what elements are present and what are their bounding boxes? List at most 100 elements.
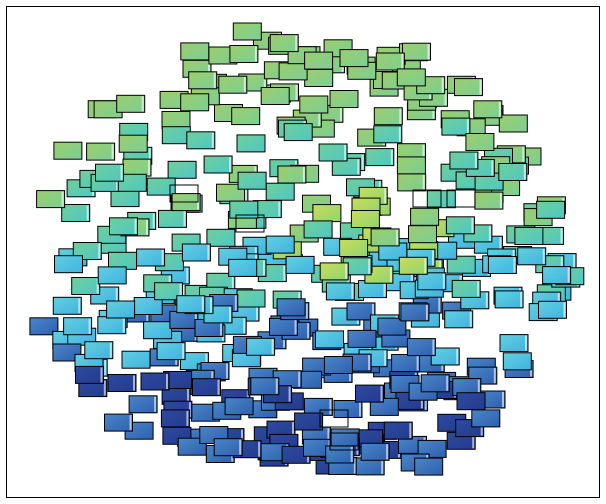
thumbnail-tile <box>61 204 91 222</box>
thumbnail-tile-edge <box>384 188 387 204</box>
thumbnail-tile <box>71 277 101 295</box>
thumbnail-tile-edge <box>122 317 125 333</box>
thumbnail-tile <box>117 173 147 192</box>
thumbnail-tile-edge <box>302 167 305 182</box>
thumbnail-tile-edge <box>120 165 123 181</box>
thumbnail-tile <box>110 189 140 208</box>
thumbnail-tile-edge <box>211 132 214 148</box>
thumbnail-tile-edge <box>294 319 297 335</box>
thumbnail-tile-edge <box>111 144 114 160</box>
thumbnail-tile <box>246 337 276 356</box>
thumbnail-tile-edge <box>275 378 278 394</box>
thumbnail-tile-edge <box>479 79 482 95</box>
thumbnail-tile <box>231 107 261 126</box>
thumbnail-tile-edge <box>288 386 291 402</box>
thumbnail-tile <box>465 133 495 151</box>
thumbnail-tile <box>122 158 152 177</box>
thumbnail-tile-edge <box>493 368 496 384</box>
thumbnail-tile <box>355 384 384 403</box>
thumbnail-tile-edge <box>78 298 81 314</box>
thumbnail-tile-edge <box>318 111 321 127</box>
thumbnail-tile <box>517 247 547 266</box>
thumbnail-tile-edge <box>201 296 204 312</box>
thumbnail-tile-edge <box>109 342 112 358</box>
thumbnail-tile-edge <box>485 292 488 308</box>
thumbnail-tile <box>54 255 83 274</box>
thumbnail-tile <box>449 151 479 170</box>
thumbnail-tile-edge <box>477 379 480 395</box>
thumbnail-tile <box>181 243 211 262</box>
thumbnail-tile-edge <box>329 399 332 415</box>
thumbnail-tile-edge <box>372 303 374 319</box>
thumbnail-tile-edge <box>381 458 384 474</box>
thumbnail-tile <box>218 75 248 94</box>
thumbnail-tile-edge <box>557 293 560 309</box>
thumbnail-tile <box>143 321 173 340</box>
thumbnail-tile <box>538 300 567 319</box>
thumbnail-tile-edge <box>471 217 474 233</box>
thumbnail-tile <box>360 442 390 461</box>
thumbnail-tile-edge <box>263 260 265 276</box>
thumbnail-tile <box>444 310 474 329</box>
thumbnail-tile <box>250 377 280 396</box>
thumbnail-tile <box>410 207 440 226</box>
thumbnail-tile <box>375 52 405 71</box>
thumbnail-tile <box>276 298 306 317</box>
thumbnail-tile-edge <box>207 245 210 260</box>
thumbnail-tile-edge <box>292 422 294 438</box>
thumbnail-tile-edge <box>474 153 477 168</box>
thumbnail-tile-edge <box>480 420 483 436</box>
thumbnail-tile-edge <box>444 90 447 106</box>
thumbnail-tile <box>370 228 400 247</box>
thumbnail-tile-edge <box>422 174 425 190</box>
thumbnail-tile <box>414 457 444 476</box>
thumbnail-tile <box>260 87 290 105</box>
thumbnail-tile-edge <box>161 250 164 265</box>
thumbnail-tile <box>339 49 369 68</box>
thumbnail-tile-edge <box>399 108 402 124</box>
thumbnail-tile-edge <box>271 339 274 355</box>
thumbnail-tile-edge <box>148 160 150 176</box>
thumbnail-tile-edge <box>442 273 445 289</box>
thumbnail-tile-edge <box>243 318 246 334</box>
thumbnail-tile-edge <box>488 225 491 241</box>
thumbnail-tile <box>294 412 324 431</box>
thumbnail-tile-edge <box>520 291 523 307</box>
thumbnail-tile <box>203 155 233 174</box>
thumbnail-tile-edge <box>152 213 155 229</box>
thumbnail-tile-edge <box>499 237 502 253</box>
thumbnail-tile-edge <box>146 219 148 235</box>
thumbnail-tile <box>237 171 267 190</box>
thumbnail-tile-edge <box>350 447 353 462</box>
thumbnail-tile-edge <box>441 77 444 93</box>
thumbnail-tile <box>325 282 355 301</box>
thumbnail-tile-edge <box>499 193 502 209</box>
thumbnail-tile-edge <box>339 106 342 122</box>
thumbnail-tile <box>140 372 170 391</box>
thumbnail-tile-edge <box>231 274 234 290</box>
thumbnail-tile-edge <box>186 410 189 426</box>
thumbnail-tile <box>318 143 348 162</box>
thumbnail-tile-edge <box>384 350 387 366</box>
empty-tile-frame <box>446 189 476 208</box>
thumbnail-tile <box>176 295 206 314</box>
thumbnail-tile <box>373 107 403 126</box>
thumbnail-tile-edge <box>256 305 258 321</box>
thumbnail-tile-edge <box>295 35 298 51</box>
thumbnail-tile-edge <box>356 439 359 455</box>
thumbnail-tile-edge <box>361 154 364 170</box>
thumbnail-tile <box>188 71 218 90</box>
thumbnail-tile <box>75 365 104 384</box>
thumbnail-tile-edge <box>390 149 393 165</box>
thumbnail-tile <box>446 255 476 274</box>
thumbnail-tile-edge <box>98 243 101 259</box>
thumbnail-tile-edge <box>210 297 212 313</box>
thumbnail-tile <box>116 94 146 113</box>
thumbnail-tile <box>167 160 197 179</box>
thumbnail-tile-edge <box>115 288 118 303</box>
thumbnail-tile <box>304 51 334 70</box>
thumbnail-tile-edge <box>217 379 220 395</box>
thumbnail-tile-edge <box>502 392 504 407</box>
thumbnail-tile-edge <box>96 278 99 294</box>
thumbnail-tile-edge <box>368 258 371 274</box>
